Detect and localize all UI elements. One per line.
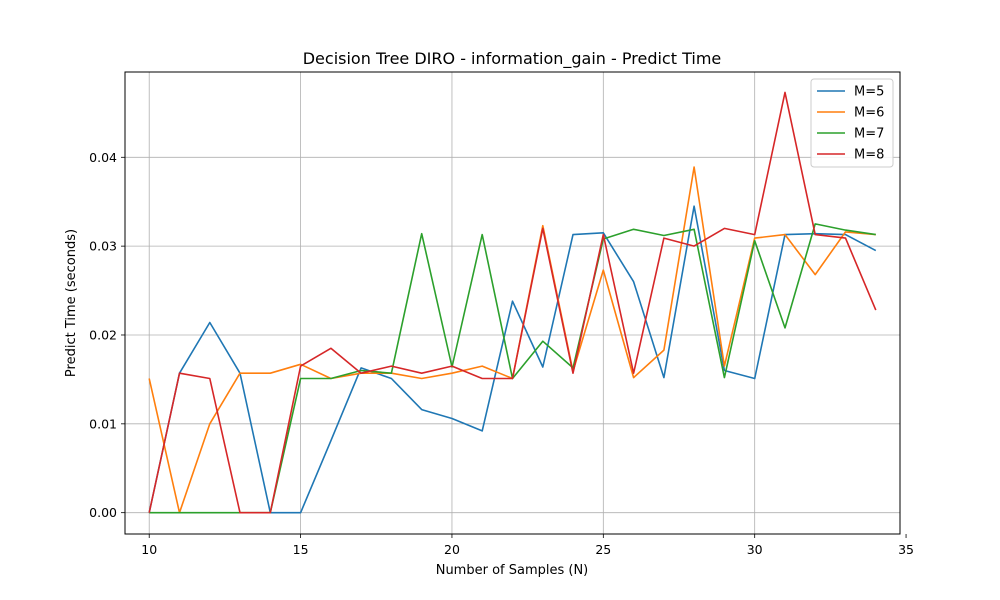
y-tick-label: 0.00 (89, 505, 117, 520)
x-tick-label: 30 (747, 542, 763, 557)
x-tick-label: 15 (293, 542, 309, 557)
x-tick-label: 10 (141, 542, 157, 557)
x-tick-label: 25 (595, 542, 611, 557)
legend-label: M=7 (854, 127, 884, 142)
legend-label: M=6 (854, 106, 884, 121)
chart-title: Decision Tree DIRO - information_gain - … (303, 49, 722, 69)
y-tick-label: 0.01 (89, 416, 117, 431)
series-line-m8 (148, 91, 877, 514)
x-axis-label: Number of Samples (N) (436, 563, 589, 578)
x-tick-label: 20 (444, 542, 460, 557)
y-tick-label: 0.04 (89, 150, 117, 165)
legend-label: M=5 (854, 85, 884, 100)
plot-frame (124, 71, 901, 535)
series-lines (148, 91, 877, 514)
legend-label: M=8 (854, 148, 884, 163)
y-tick-label: 0.03 (89, 239, 117, 254)
y-tick-label: 0.02 (89, 327, 117, 342)
axis-ticks: 10 15 20 25 30 35 0.00 0.01 0.02 0.03 0.04 (89, 150, 914, 557)
legend: M=5 M=6 M=7 M=8 (810, 78, 894, 168)
x-tick-label: 35 (898, 542, 914, 557)
legend-box (810, 78, 894, 168)
y-axis-label: Predict Time (seconds) (64, 229, 79, 377)
